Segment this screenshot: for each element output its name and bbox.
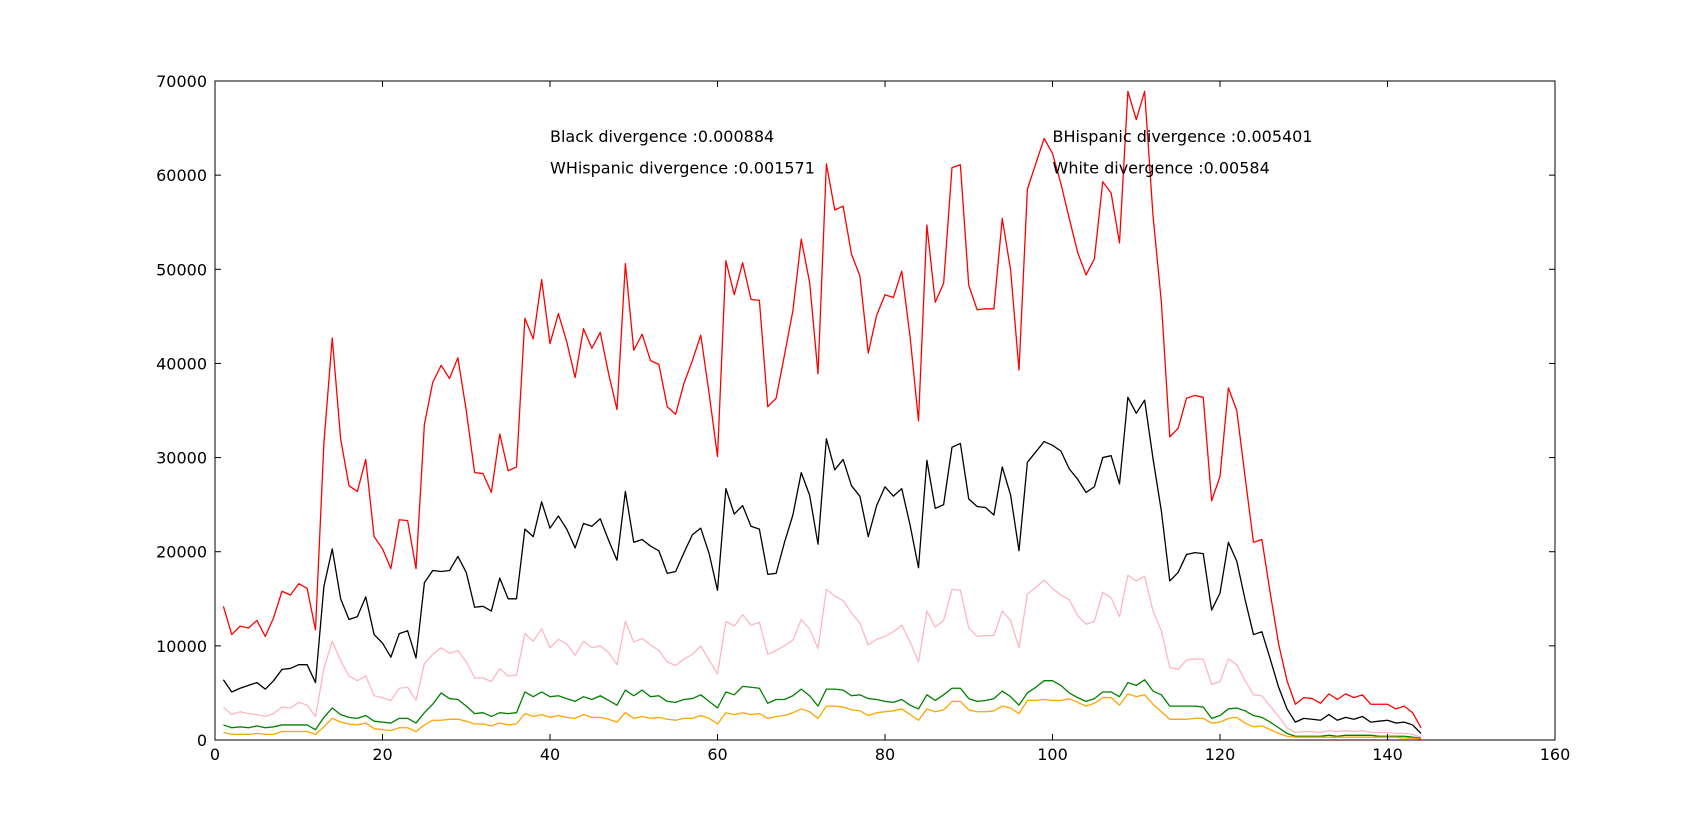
series-line-2 <box>222 396 1422 734</box>
x-tick-label: 100 <box>1037 745 1068 764</box>
y-tick-label: 50000 <box>156 260 207 279</box>
x-tick-label: 80 <box>875 745 895 764</box>
annotation-text-1: Black divergence :0.000884 <box>550 127 774 146</box>
annotation-text-3: BHispanic divergence :0.005401 <box>1053 127 1313 146</box>
tick-layer: 0 20 40 60 80 100 120 140 160 0 10000 20000 30000 400… <box>156 72 1570 764</box>
y-tick-label: 30000 <box>156 449 207 468</box>
series-line-4 <box>223 679 1422 739</box>
y-tick-label: 20000 <box>156 543 207 562</box>
x-tick-label: 0 <box>210 745 220 764</box>
y-tick-label: 70000 <box>156 72 207 91</box>
series-line-3 <box>222 574 1422 738</box>
annotation-text-4: White divergence :0.00584 <box>1053 158 1270 177</box>
series-line-5 <box>223 693 1422 740</box>
y-tick-label: 60000 <box>156 166 207 185</box>
x-tick-label: 40 <box>540 745 560 764</box>
y-tick-label: 10000 <box>156 637 207 656</box>
y-tick-label: 0 <box>197 731 207 750</box>
x-tick-label: 60 <box>707 745 727 764</box>
x-tick-label: 20 <box>372 745 392 764</box>
x-tick-label: 160 <box>1540 745 1571 764</box>
x-tick-label: 140 <box>1372 745 1403 764</box>
x-tick-label: 120 <box>1205 745 1236 764</box>
annotation-text-2: WHispanic divergence :0.001571 <box>550 158 815 177</box>
plot-frame <box>214 80 1556 741</box>
series-line-1 <box>222 90 1422 729</box>
series-layer <box>222 90 1422 740</box>
y-tick-label: 40000 <box>156 354 207 373</box>
annotation-layer: Black divergence :0.000884 WHispanic dive… <box>550 127 1313 177</box>
